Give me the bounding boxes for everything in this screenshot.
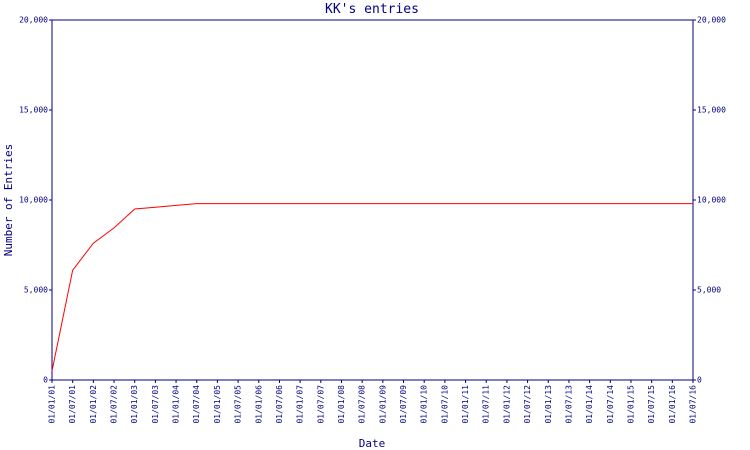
x-tick-label: 01/01/11	[461, 385, 470, 424]
x-tick-label: 01/01/12	[502, 385, 511, 424]
x-tick-label: 01/07/13	[564, 385, 573, 424]
x-tick-label: 01/01/02	[89, 385, 98, 424]
x-tick-label: 01/01/08	[337, 385, 346, 424]
x-tick-label: 01/07/14	[606, 385, 615, 424]
x-tick-label: 01/07/12	[523, 385, 532, 424]
y2-tick-label: 20,000	[697, 16, 726, 25]
x-tick-label: 01/07/01	[68, 385, 77, 424]
x-tick-label: 01/07/04	[192, 385, 201, 424]
y2-tick-label: 0	[697, 376, 702, 385]
y2-tick-label: 10,000	[697, 196, 726, 205]
x-tick-label: 01/01/13	[544, 385, 553, 424]
x-tick-label: 01/01/01	[48, 385, 57, 424]
x-tick-label: 01/07/10	[440, 385, 449, 424]
chart-title: KK's entries	[325, 2, 419, 17]
x-tick-label: 01/07/11	[482, 385, 491, 424]
x-tick-label: 01/01/03	[130, 385, 139, 424]
x-tick-label: 01/07/03	[151, 385, 160, 424]
x-tick-label: 01/01/09	[378, 385, 387, 424]
x-axis-label: Date	[359, 437, 386, 450]
y-tick-label: 10,000	[19, 196, 48, 205]
y-axis-label: Number of Entries	[2, 144, 15, 257]
x-tick-label: 01/07/05	[234, 385, 243, 424]
x-tick-label: 01/07/15	[647, 385, 656, 424]
x-tick-label: 01/07/08	[358, 385, 367, 424]
x-tick-label: 01/01/10	[420, 385, 429, 424]
y2-tick-label: 5,000	[697, 286, 721, 295]
x-tick-label: 01/01/06	[254, 385, 263, 424]
y-tick-label: 0	[43, 376, 48, 385]
x-tick-label: 01/01/07	[296, 385, 305, 424]
x-tick-label: 01/07/09	[399, 385, 408, 424]
data-line	[51, 203, 693, 372]
x-tick-label: 01/01/14	[585, 385, 594, 424]
x-tick-label: 01/01/15	[626, 385, 635, 424]
x-tick-label: 01/01/04	[172, 385, 181, 424]
x-tick-label: 01/07/06	[275, 385, 284, 424]
y-tick-label: 20,000	[19, 16, 48, 25]
y-tick-label: 15,000	[19, 106, 48, 115]
x-tick-label: 01/07/16	[689, 385, 698, 424]
x-tick-label: 01/01/05	[213, 385, 222, 424]
y2-tick-label: 15,000	[697, 106, 726, 115]
y-tick-label: 5,000	[24, 286, 48, 295]
x-tick-label: 01/07/02	[110, 385, 119, 424]
x-tick-label: 01/01/16	[668, 385, 677, 424]
x-tick-label: 01/07/07	[316, 385, 325, 424]
plot-frame	[51, 19, 694, 381]
